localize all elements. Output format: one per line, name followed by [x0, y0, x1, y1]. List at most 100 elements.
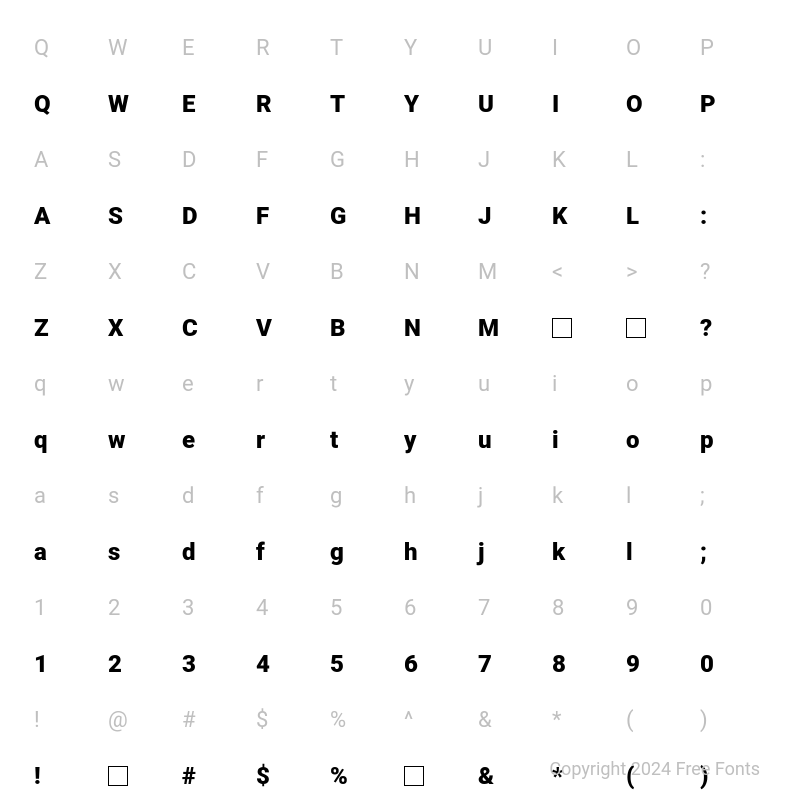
reference-glyph: w [104, 356, 178, 412]
reference-glyph: N [400, 244, 474, 300]
sample-glyph: E [178, 76, 252, 132]
sample-glyph: $ [252, 748, 326, 804]
reference-glyph: M [474, 244, 548, 300]
reference-glyph: R [252, 20, 326, 76]
sample-glyph: 6 [400, 636, 474, 692]
reference-glyph: o [622, 356, 696, 412]
sample-glyph: D [178, 188, 252, 244]
reference-glyph: & [474, 692, 548, 748]
reference-glyph: 3 [178, 580, 252, 636]
reference-glyph: E [178, 20, 252, 76]
reference-glyph: $ [252, 692, 326, 748]
sample-glyph: p [696, 412, 770, 468]
sample-glyph: B [326, 300, 400, 356]
sample-glyph: q [30, 412, 104, 468]
missing-glyph-box [552, 318, 572, 338]
sample-glyph: W [104, 76, 178, 132]
reference-glyph: e [178, 356, 252, 412]
sample-glyph: O [622, 76, 696, 132]
sample-glyph: o [622, 412, 696, 468]
reference-glyph: % [326, 692, 400, 748]
sample-glyph: g [326, 524, 400, 580]
reference-glyph: i [548, 356, 622, 412]
sample-glyph: k [548, 524, 622, 580]
reference-glyph: 0 [696, 580, 770, 636]
reference-glyph: Z [30, 244, 104, 300]
sample-glyph: 7 [474, 636, 548, 692]
sample-glyph: : [696, 188, 770, 244]
sample-glyph: Z [30, 300, 104, 356]
sample-glyph: s [104, 524, 178, 580]
sample-glyph: R [252, 76, 326, 132]
reference-glyph: 9 [622, 580, 696, 636]
reference-glyph: > [622, 244, 696, 300]
reference-glyph: G [326, 132, 400, 188]
sample-glyph: X [104, 300, 178, 356]
sample-glyph: L [622, 188, 696, 244]
reference-glyph: B [326, 244, 400, 300]
reference-glyph: O [622, 20, 696, 76]
reference-glyph: K [548, 132, 622, 188]
sample-glyph: F [252, 188, 326, 244]
sample-glyph [400, 748, 474, 804]
sample-glyph: 2 [104, 636, 178, 692]
reference-glyph: H [400, 132, 474, 188]
reference-glyph: ; [696, 468, 770, 524]
reference-glyph: P [696, 20, 770, 76]
reference-glyph: T [326, 20, 400, 76]
sample-glyph: & [474, 748, 548, 804]
sample-glyph: i [548, 412, 622, 468]
sample-glyph: Y [400, 76, 474, 132]
reference-glyph: I [548, 20, 622, 76]
reference-glyph: s [104, 468, 178, 524]
sample-glyph: % [326, 748, 400, 804]
reference-glyph: h [400, 468, 474, 524]
sample-glyph: 5 [326, 636, 400, 692]
reference-glyph: S [104, 132, 178, 188]
reference-glyph: ^ [400, 692, 474, 748]
reference-glyph: W [104, 20, 178, 76]
sample-glyph: U [474, 76, 548, 132]
sample-glyph: 4 [252, 636, 326, 692]
reference-glyph: j [474, 468, 548, 524]
sample-glyph: 9 [622, 636, 696, 692]
sample-glyph: S [104, 188, 178, 244]
reference-glyph: ( [622, 692, 696, 748]
reference-glyph: D [178, 132, 252, 188]
reference-glyph: 2 [104, 580, 178, 636]
missing-glyph-box [108, 766, 128, 786]
sample-glyph: f [252, 524, 326, 580]
sample-glyph: 8 [548, 636, 622, 692]
reference-glyph: f [252, 468, 326, 524]
sample-glyph: t [326, 412, 400, 468]
reference-glyph: U [474, 20, 548, 76]
reference-glyph: C [178, 244, 252, 300]
reference-glyph: g [326, 468, 400, 524]
missing-glyph-box [404, 766, 424, 786]
sample-glyph: 1 [30, 636, 104, 692]
reference-glyph: y [400, 356, 474, 412]
reference-glyph: J [474, 132, 548, 188]
sample-glyph: H [400, 188, 474, 244]
reference-glyph: u [474, 356, 548, 412]
sample-glyph [104, 748, 178, 804]
missing-glyph-box [626, 318, 646, 338]
reference-glyph: 5 [326, 580, 400, 636]
reference-glyph: @ [104, 692, 178, 748]
reference-glyph: l [622, 468, 696, 524]
sample-glyph: J [474, 188, 548, 244]
sample-glyph: ? [696, 300, 770, 356]
font-character-grid: QWERTYUIOPQWERTYUIOPASDFGHJKL:ASDFGHJKL:… [0, 0, 800, 804]
reference-glyph: ! [30, 692, 104, 748]
sample-glyph: C [178, 300, 252, 356]
reference-glyph: a [30, 468, 104, 524]
reference-glyph: X [104, 244, 178, 300]
reference-glyph: : [696, 132, 770, 188]
sample-glyph: r [252, 412, 326, 468]
reference-glyph: # [178, 692, 252, 748]
reference-glyph: ? [696, 244, 770, 300]
reference-glyph: t [326, 356, 400, 412]
reference-glyph: Q [30, 20, 104, 76]
sample-glyph: h [400, 524, 474, 580]
sample-glyph: V [252, 300, 326, 356]
